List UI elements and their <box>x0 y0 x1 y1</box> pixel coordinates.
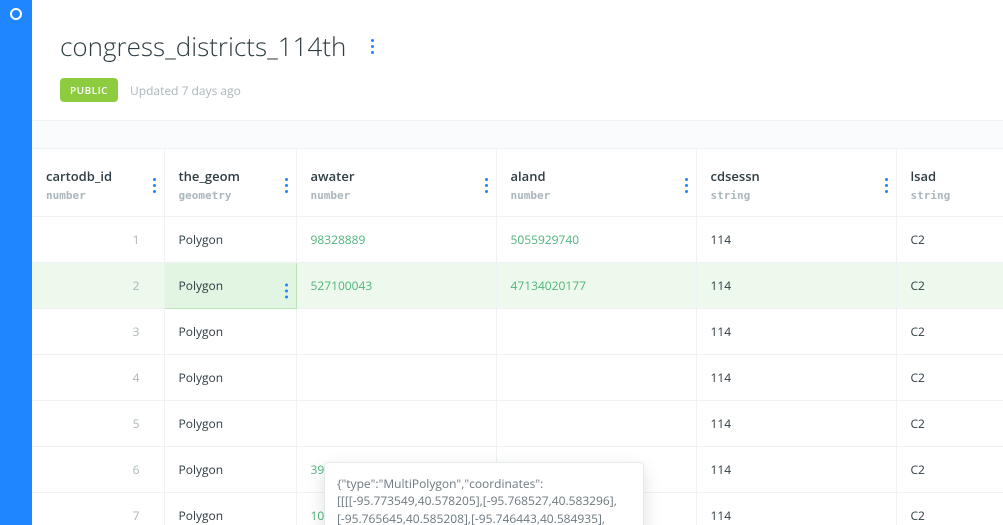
left-rail <box>0 0 32 525</box>
column-name: lsad <box>911 167 1003 185</box>
cell-id[interactable]: 6 <box>32 447 164 493</box>
column-name: cdsessn <box>711 167 882 185</box>
cell-menu-button[interactable] <box>285 273 288 298</box>
more-vertical-icon <box>485 178 488 193</box>
header: congress_districts_114th PUBLIC Updated … <box>32 0 1003 121</box>
cell-awater[interactable]: 527100043 <box>296 263 496 309</box>
cell-lsad[interactable]: C2 <box>896 401 1003 447</box>
column-header-cdsessn: cdsessn string <box>696 149 896 217</box>
updated-text: Updated 7 days ago <box>130 82 241 99</box>
cell-cdsessn[interactable]: 114 <box>696 217 896 263</box>
more-vertical-icon <box>885 178 888 193</box>
table-wrap: cartodb_idnumber the_geom geometry awater nu… <box>32 149 1003 525</box>
column-menu-button[interactable] <box>685 167 688 193</box>
cell-lsad[interactable]: C2 <box>896 355 1003 401</box>
table-head-row: cartodb_idnumber the_geom geometry awater nu… <box>32 149 1003 217</box>
table-row: 2 Polygon 52710004347134020177114C2 <box>32 263 1003 309</box>
more-vertical-icon <box>685 178 688 193</box>
cell-awater[interactable] <box>296 309 496 355</box>
cell-lsad[interactable]: C2 <box>896 309 1003 355</box>
title-menu-button[interactable] <box>360 34 384 58</box>
cell-cdsessn[interactable]: 114 <box>696 309 896 355</box>
cell-geom[interactable]: Polygon <box>164 263 296 309</box>
cell-awater[interactable]: 98328889 <box>296 217 496 263</box>
cell-id[interactable]: 2 <box>32 263 164 309</box>
sub-row: PUBLIC Updated 7 days ago <box>60 78 975 102</box>
cell-lsad[interactable]: C2 <box>896 493 1003 525</box>
visibility-badge: PUBLIC <box>60 78 118 102</box>
column-name: awater <box>311 167 482 185</box>
cell-cdsessn[interactable]: 114 <box>696 355 896 401</box>
cell-cdsessn[interactable]: 114 <box>696 263 896 309</box>
column-name: aland <box>511 167 682 185</box>
column-menu-button[interactable] <box>885 167 888 193</box>
more-vertical-icon <box>371 39 374 54</box>
cell-aland[interactable]: 47134020177 <box>496 263 696 309</box>
cell-lsad[interactable]: C2 <box>896 217 1003 263</box>
geom-editor-popover <box>324 462 644 525</box>
table-row: 1Polygon983288895055929740114C2 <box>32 217 1003 263</box>
cell-id[interactable]: 5 <box>32 401 164 447</box>
cell-id[interactable]: 1 <box>32 217 164 263</box>
cell-aland[interactable]: 5055929740 <box>496 217 696 263</box>
cell-cdsessn[interactable]: 114 <box>696 401 896 447</box>
more-vertical-icon <box>153 178 156 193</box>
cell-geom[interactable]: Polygon <box>164 493 296 525</box>
more-vertical-icon <box>285 178 288 193</box>
table-row: 3Polygon 114C2 <box>32 309 1003 355</box>
column-menu-button[interactable] <box>485 167 488 193</box>
cell-cdsessn[interactable]: 114 <box>696 493 896 525</box>
column-name: cartodb_id <box>46 167 150 185</box>
column-type: string <box>911 189 1003 202</box>
cell-aland[interactable] <box>496 355 696 401</box>
cell-geom[interactable]: Polygon <box>164 401 296 447</box>
column-header-aland: aland number <box>496 149 696 217</box>
cell-geom[interactable]: Polygon <box>164 217 296 263</box>
cell-geom[interactable]: Polygon <box>164 309 296 355</box>
cell-geom[interactable]: Polygon <box>164 447 296 493</box>
column-type: geometry <box>179 189 282 202</box>
column-menu-button[interactable] <box>285 167 288 193</box>
table-row: 5Polygon 114C2 <box>32 401 1003 447</box>
column-header-id: cartodb_idnumber <box>32 149 164 217</box>
cell-aland[interactable] <box>496 401 696 447</box>
more-vertical-icon <box>285 283 288 298</box>
cell-lsad[interactable]: C2 <box>896 263 1003 309</box>
cell-awater[interactable] <box>296 401 496 447</box>
title-row: congress_districts_114th <box>60 28 975 64</box>
cell-lsad[interactable]: C2 <box>896 447 1003 493</box>
table-head: cartodb_idnumber the_geom geometry awater nu… <box>32 149 1003 217</box>
cell-text: Polygon <box>179 277 224 294</box>
column-header-awater: awater number <box>296 149 496 217</box>
column-header-lsad: lsad string <box>896 149 1003 217</box>
column-header-geom: the_geom geometry <box>164 149 296 217</box>
main: congress_districts_114th PUBLIC Updated … <box>32 0 1003 525</box>
column-menu-button[interactable] <box>153 167 156 193</box>
column-type: string <box>711 189 882 202</box>
active-indicator-dot <box>10 8 22 20</box>
column-type: number <box>46 189 150 202</box>
page-title: congress_districts_114th <box>60 28 346 64</box>
geom-editor-textarea[interactable] <box>325 463 643 525</box>
cell-geom[interactable]: Polygon <box>164 355 296 401</box>
cell-id[interactable]: 7 <box>32 493 164 525</box>
cell-aland[interactable] <box>496 309 696 355</box>
table-row: 4Polygon 114C2 <box>32 355 1003 401</box>
column-type: number <box>511 189 682 202</box>
cell-cdsessn[interactable]: 114 <box>696 447 896 493</box>
cell-id[interactable]: 4 <box>32 355 164 401</box>
column-type: number <box>311 189 482 202</box>
toolbar-spacer <box>32 121 1003 149</box>
cell-id[interactable]: 3 <box>32 309 164 355</box>
cell-awater[interactable] <box>296 355 496 401</box>
column-name: the_geom <box>179 167 282 185</box>
